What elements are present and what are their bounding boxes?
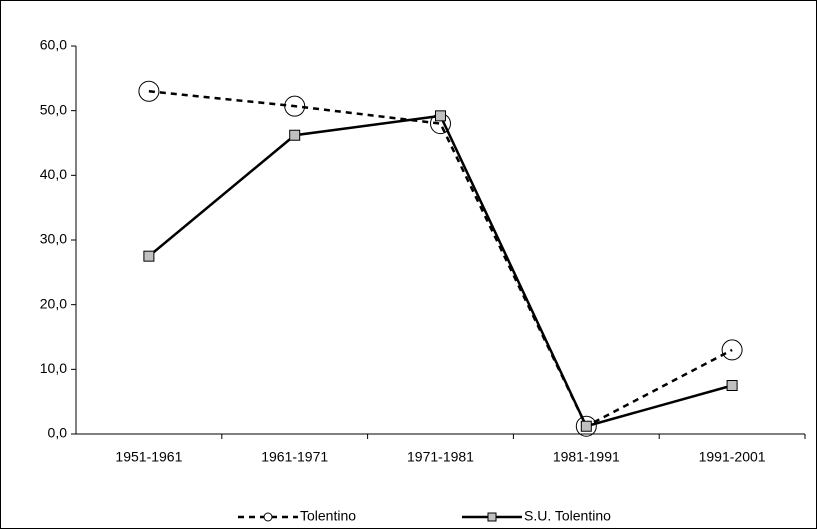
x-tick-label: 1961-1971 — [261, 449, 328, 465]
point — [726, 380, 738, 391]
legend-label: S.U. Tolentino — [524, 508, 611, 524]
y-tick-label: 0,0 — [48, 425, 68, 441]
point — [575, 415, 597, 437]
point — [289, 129, 301, 141]
point — [143, 250, 155, 262]
legend-label: Tolentino — [300, 508, 356, 524]
y-tick-label: 60,0 — [40, 37, 67, 53]
point — [284, 95, 306, 117]
point — [435, 110, 446, 122]
series-line — [148, 90, 733, 428]
legend-marker — [487, 512, 497, 522]
y-tick-label: 10,0 — [40, 360, 67, 376]
point — [721, 339, 743, 361]
point — [580, 420, 592, 432]
y-tick-label: 50,0 — [40, 101, 67, 117]
x-tick-label: 1951-1961 — [115, 449, 182, 465]
point — [138, 80, 160, 102]
y-tick-label: 30,0 — [40, 231, 67, 247]
legend-marker — [263, 512, 273, 522]
x-tick-label: 1981-1991 — [553, 449, 620, 465]
x-tick-label: 1991-2001 — [699, 449, 766, 465]
x-tick-label: 1971-1981 — [407, 449, 474, 465]
y-tick-label: 20,0 — [40, 295, 67, 311]
y-tick-label: 40,0 — [40, 166, 67, 182]
